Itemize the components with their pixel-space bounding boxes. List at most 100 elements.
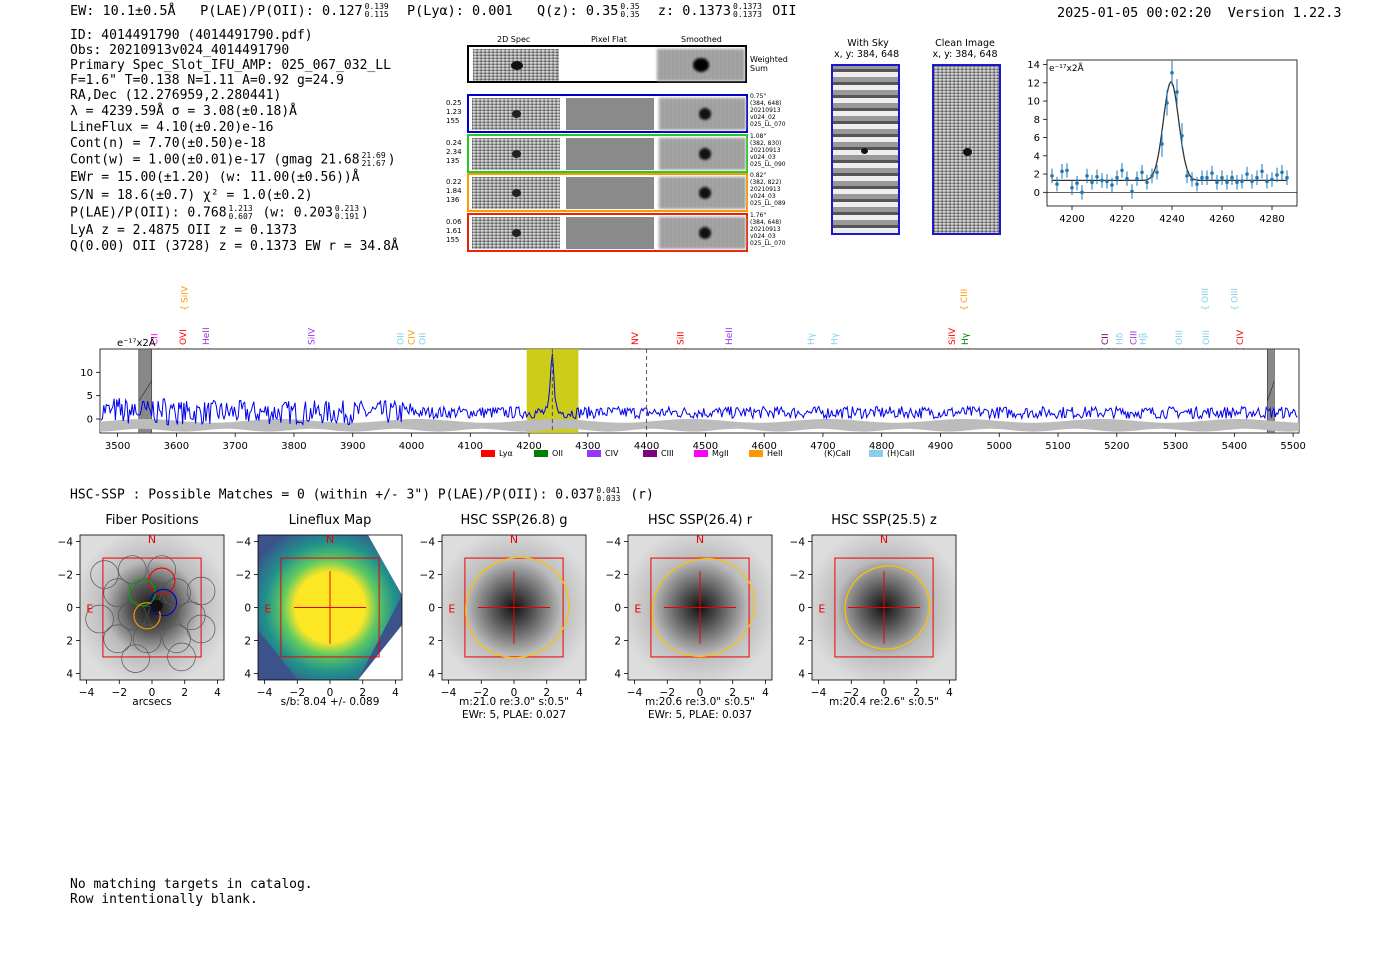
with-sky-xy: x, y: 384, 648 [834,49,900,60]
cutout-left-label: 155 [446,235,460,244]
zoom-data-point [1075,181,1079,185]
panel-xtick-label: −4 [257,687,273,699]
spectrum-ylabel: e⁻¹⁷x2Å [117,336,156,349]
hsc-panel-title: Lineflux Map [288,513,372,528]
cutout-row [467,212,748,252]
spectrum-xtick-label: 5100 [1045,441,1070,452]
zoom-data-point [1220,175,1224,180]
panel-xtick-label: −2 [290,687,305,699]
legend-label: Lyα [499,449,513,458]
cutout-smoothed [659,98,746,130]
panel-xtick-label: 2 [913,687,920,699]
spectral-line-label: SiII [677,331,687,345]
info-contw-text: Cont(w) = 1.00(±0.01)e-17 (gmag 21.68 [70,152,360,168]
legend-label: HeII [767,449,783,458]
cutout-2dspec [472,98,560,130]
cutout-left-label: 155 [446,117,460,125]
zoom-ytick-label: 4 [1034,151,1040,162]
panel-ytick-label: 4 [614,668,621,680]
zoom-data-point [1205,175,1209,180]
compass-east: E [264,602,271,615]
panel-ytick-label: 0 [244,603,251,615]
spectrum-xtick-label: 4000 [399,441,424,452]
cutout-row [467,94,748,133]
spectrum-xtick-label: 4400 [634,441,659,452]
panel-ytick-label: −4 [420,537,436,549]
panel-ytick-label: −2 [606,570,621,582]
spectral-line-label: OIII [1202,330,1212,345]
col-label-pixelflat: Pixel Flat [591,35,627,44]
cutout-pixelflat [566,177,654,209]
cutout-smoothed [659,177,746,209]
col-label-smoothed: Smoothed [681,35,722,44]
lineflux-corner [368,535,402,595]
spectral-line-label: Hγ [831,332,841,345]
legend-item: (H)CaII [869,449,914,458]
zoom-data-point [1105,179,1109,184]
legend-label: CIV [605,449,619,458]
clean-image [932,64,1001,235]
zoom-data-point [1120,168,1124,173]
info-plae: P(LAE)/P(OII): 0.768 1.213 0.607 (w: 0.203… [70,205,369,222]
legend-label: MgII [712,449,729,458]
info-plae-text: P(LAE)/P(OII): 0.768 [70,205,227,221]
hsc-summary-lo: 0.033 [596,494,621,503]
cutout-left-labels: 0.06 1.61 155 [446,218,462,245]
hsc-panel-caption: arcsecs [132,696,172,708]
footer: No matching targets in catalog. Row inte… [70,877,313,907]
cutout-smoothed-source [699,108,711,120]
panel-xtick-label: −2 [660,687,675,699]
cutout-right-label: 0.82" [750,172,767,179]
cutout-2dspec-source [512,110,521,118]
zoom-data-point [1250,179,1254,184]
spectral-line-label: CIV [408,329,418,345]
panel-xtick-label: 0 [327,687,334,699]
weighted-sum-label: Weighted Sum [750,55,788,73]
hsc-panel-title: HSC SSP(25.5) z [831,513,937,528]
panel-xtick-label: −4 [627,687,643,699]
fiber-circle [85,604,114,634]
zoom-data-point [1275,173,1279,177]
cutout-left-label: 136 [446,196,460,204]
panel-xtick-label: 4 [392,687,399,699]
cutout-right-label: (382, 822) [750,179,782,186]
panel-ytick-label: 2 [614,635,621,647]
cutout-right-label: 025_LL_089 [750,200,786,207]
info-radec: RA,Dec (12.276959,2.280441) [70,88,282,103]
spectral-line-bracket: { [1230,305,1240,311]
cutout-2dspec-source [512,189,521,197]
zoom-data-point [1195,182,1199,186]
cutout-right-label: v024_03 [750,232,776,240]
zoom-data-point [1210,171,1214,175]
panel-ytick-label: 0 [428,603,435,615]
source-ellipse [651,557,756,658]
info-ewr: EWr = 15.00(±1.20) (w: 11.00(±0.56))Å [70,170,360,185]
cutout-2dspec [472,137,560,170]
panel-ytick-label: 2 [244,635,251,647]
panel-xtick-label: 0 [697,687,704,699]
zoom-data-point [1135,176,1139,181]
zoom-data-point [1165,101,1169,105]
panel-ytick-label: −2 [420,570,435,582]
info-obs: Obs: 20210913v024_4014491790 [70,43,290,58]
zoom-ytick-label: 6 [1034,133,1040,144]
zoom-data-point [1155,170,1159,175]
cutout-right-label: 20210913 [750,107,781,114]
cutout-right-label: v024_03 [750,193,776,200]
spectral-line-label: OII [396,333,406,345]
cutout-right-label: v024_02 [750,114,776,121]
zoom-data-point [1265,179,1269,184]
aperture-box [834,557,934,658]
cutout-2dspec-source [512,149,521,158]
cutout-right-labels: 0.82" (382, 822) 20210913 v024_03 025_LL_089 [750,172,786,207]
col-label-2dspec: 2D Spec [497,35,531,44]
panel-ytick-label: 4 [428,668,435,680]
panel-xtick-label: 2 [729,687,736,699]
compass-north: N [148,533,156,546]
spectral-line-bracket: { [960,305,970,311]
clean-image-xy: x, y: 384, 648 [932,49,998,60]
info-fibers: F=1.6" T=0.138 N=1.11 A=0.92 g=24.9 [70,73,344,88]
legend-item: MgII [694,449,729,458]
timestamp-version: 2025-01-05 00:02:20 Version 1.22.3 [1057,5,1342,21]
panel-ytick-label: 0 [614,603,621,615]
